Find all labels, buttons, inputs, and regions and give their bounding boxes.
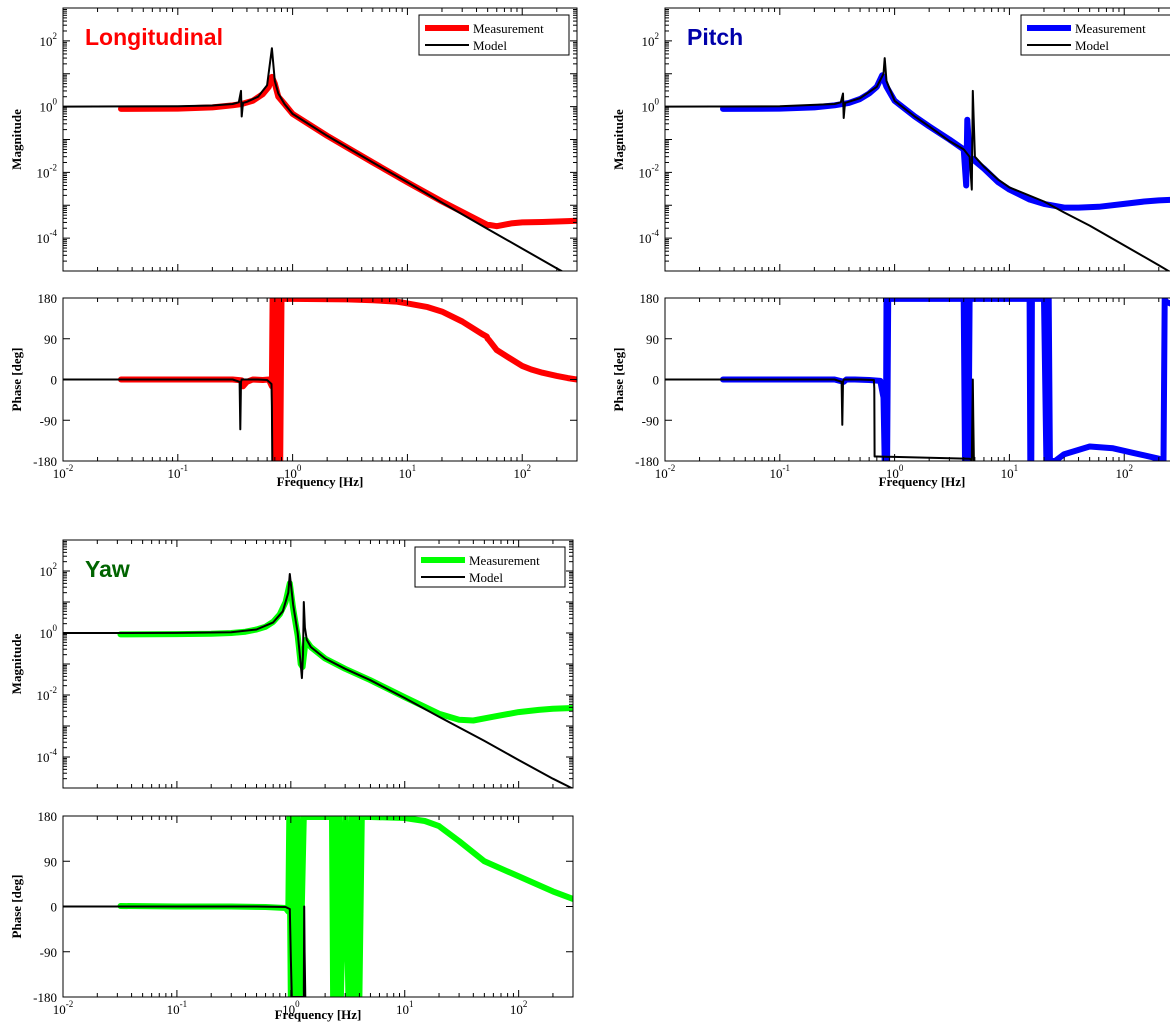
phase-series-model (63, 378, 274, 461)
magnitude-y-tick-label: 10-4 (37, 747, 58, 765)
magnitude-lines (63, 47, 577, 271)
legend-label-model: Model (473, 38, 507, 53)
phase-y-tick-label: -90 (40, 945, 57, 960)
magnitude-y-tick-label: 100 (40, 623, 58, 641)
magnitude-y-tick-label: 102 (40, 561, 58, 579)
magnitude-ylabel: Magnitude (9, 633, 24, 694)
panel-title: Pitch (687, 24, 743, 50)
phase-y-tick-label: 90 (44, 854, 57, 869)
legend: Measurement Model (418, 14, 570, 56)
phase-x-tick-label: 100 (886, 463, 904, 481)
phase-lines (665, 298, 1170, 461)
magnitude-series-measurement (118, 73, 577, 230)
legend-box (1020, 14, 1170, 56)
legend-label-measurement: Measurement (469, 553, 540, 568)
magnitude-series-measurement (117, 580, 573, 724)
phase-x-tick-label: 101 (396, 999, 414, 1017)
magnitude-series-model (63, 47, 564, 271)
phase-y-tick-label: -90 (642, 413, 659, 428)
legend-box (414, 546, 566, 588)
phase-axes: 10-2 10-1 100 101 102 -180 -90 0 90 180 Phase [deg… (611, 291, 1170, 489)
phase-x-tick-label: 10-1 (167, 999, 188, 1017)
magnitude-y-tick-label: 102 (40, 31, 58, 49)
phase-ylabel: Phase [deg] (9, 348, 24, 412)
phase-xlabel: Frequency [Hz] (277, 474, 364, 489)
phase-xlabel: Frequency [Hz] (275, 1007, 362, 1022)
phase-x-tick-label: 101 (1001, 463, 1019, 481)
phase-x-tick-label: 102 (510, 999, 528, 1017)
magnitude-series-measurement (720, 72, 1170, 211)
magnitude-y-tick-label: 102 (642, 31, 660, 49)
magnitude-ylabel: Magnitude (9, 109, 24, 170)
phase-axes: 10-2 10-1 100 101 102 -180 -90 0 90 180 Phase [deg… (9, 809, 574, 1022)
phase-x-tick-label: 10-2 (53, 463, 74, 481)
legend-label-model: Model (469, 570, 503, 585)
phase-axes: 10-2 10-1 100 101 102 -180 -90 0 90 180 Phase [deg… (9, 291, 578, 489)
phase-y-tick-label: 90 (646, 332, 659, 347)
panel-yaw: 10-4 10-2 100 102 Magnitude Yaw Measurement Mod… (9, 539, 574, 1022)
legend-label-model: Model (1075, 38, 1109, 53)
phase-ylabel: Phase [deg] (9, 875, 24, 939)
magnitude-y-tick-label: 10-2 (37, 162, 58, 180)
magnitude-y-tick-label: 100 (40, 97, 58, 115)
phase-series-model (63, 905, 307, 997)
legend-label-measurement: Measurement (473, 21, 544, 36)
phase-y-tick-label: -180 (33, 454, 57, 469)
phase-y-tick-label: -180 (33, 990, 57, 1005)
magnitude-ylabel: Magnitude (611, 109, 626, 170)
magnitude-axes: 10-4 10-2 100 102 Magnitude Yaw Measurement Mod… (9, 539, 574, 789)
phase-y-tick-label: 0 (653, 373, 660, 388)
legend: Measurement Model (1020, 14, 1170, 56)
phase-y-tick-label: -180 (635, 454, 659, 469)
phase-xlabel: Frequency [Hz] (879, 474, 966, 489)
magnitude-y-tick-label: 100 (642, 97, 660, 115)
magnitude-y-tick-label: 10-2 (37, 685, 58, 703)
phase-ylabel: Phase [deg] (611, 348, 626, 412)
phase-series-measurement (117, 816, 573, 997)
phase-series-model (665, 378, 975, 461)
panel-longitudinal: 10-4 10-2 100 102 Magnitude Longitudinal Measu… (9, 7, 578, 489)
phase-x-tick-label: 101 (399, 463, 417, 481)
phase-x-tick-label: 10-2 (655, 463, 676, 481)
magnitude-y-tick-label: 10-4 (37, 228, 58, 246)
phase-x-tick-label: 10-1 (770, 463, 791, 481)
panel-title: Yaw (85, 556, 130, 582)
magnitude-lines (63, 573, 573, 788)
phase-lines (63, 816, 573, 997)
phase-lines (63, 298, 577, 461)
phase-y-tick-label: 0 (51, 373, 58, 388)
magnitude-series-model (63, 573, 573, 788)
phase-y-tick-label: 180 (640, 291, 660, 306)
phase-y-tick-label: 90 (44, 332, 57, 347)
panel-title: Longitudinal (85, 24, 223, 50)
magnitude-series-model (665, 57, 1170, 271)
phase-y-tick-label: 0 (51, 900, 58, 915)
phase-x-tick-label: 102 (513, 463, 531, 481)
magnitude-y-tick-label: 10-2 (639, 162, 660, 180)
phase-x-tick-label: 102 (1115, 463, 1133, 481)
magnitude-lines (665, 57, 1170, 271)
phase-y-tick-label: 180 (38, 809, 58, 824)
legend-label-measurement: Measurement (1075, 21, 1146, 36)
phase-y-tick-label: 180 (38, 291, 58, 306)
phase-y-tick-label: -90 (40, 413, 57, 428)
magnitude-axes: 10-4 10-2 100 102 Magnitude Longitudinal Measu… (9, 7, 578, 272)
phase-x-tick-label: 100 (284, 463, 302, 481)
magnitude-y-tick-label: 10-4 (639, 228, 660, 246)
phase-x-tick-label: 10-1 (168, 463, 189, 481)
legend-box (418, 14, 570, 56)
phase-x-tick-label: 100 (282, 999, 300, 1017)
phase-x-tick-label: 10-2 (53, 999, 74, 1017)
legend: Measurement Model (414, 546, 566, 588)
